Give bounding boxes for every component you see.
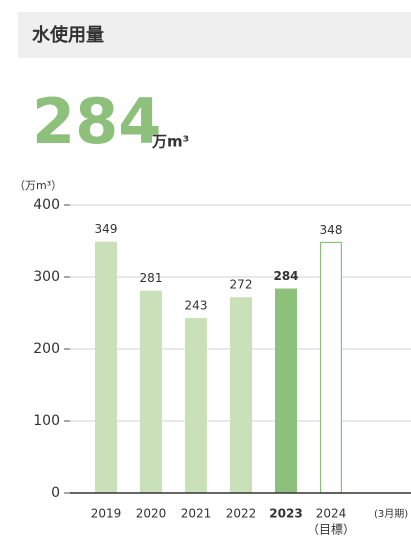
data-label: 272 xyxy=(230,278,253,292)
data-label: 348 xyxy=(320,223,343,237)
bar xyxy=(320,241,343,494)
bar xyxy=(140,290,162,493)
x-tick-label: 2019 xyxy=(91,507,122,521)
x-tick-label: 2021 xyxy=(181,507,212,521)
period-note: (3月期) xyxy=(374,508,408,520)
y-tick-label: 300 xyxy=(33,269,60,285)
header-title: 水使用量 xyxy=(32,24,104,46)
bar xyxy=(230,297,252,493)
y-axis-unit: （万m³） xyxy=(14,179,62,192)
y-tick-label: 100 xyxy=(33,413,60,429)
y-tick-label: 0 xyxy=(51,485,60,501)
headline-value: 284 xyxy=(32,85,161,158)
x-tick-note: （目標） xyxy=(307,523,355,537)
bar xyxy=(95,241,117,493)
bar xyxy=(275,288,297,493)
header-band xyxy=(18,12,411,58)
x-tick-label: 2023 xyxy=(269,507,302,521)
y-tick-label: 200 xyxy=(33,341,60,357)
headline-unit: 万m³ xyxy=(151,133,189,151)
x-tick-label: 2024 xyxy=(316,507,347,521)
data-label: 281 xyxy=(140,271,163,285)
x-tick-label: 2022 xyxy=(226,507,257,521)
data-label: 243 xyxy=(185,299,208,313)
x-tick-label: 2020 xyxy=(136,507,167,521)
data-label: 349 xyxy=(95,222,118,236)
bar xyxy=(185,318,207,493)
y-tick-label: 400 xyxy=(33,197,60,213)
data-label: 284 xyxy=(273,269,298,283)
